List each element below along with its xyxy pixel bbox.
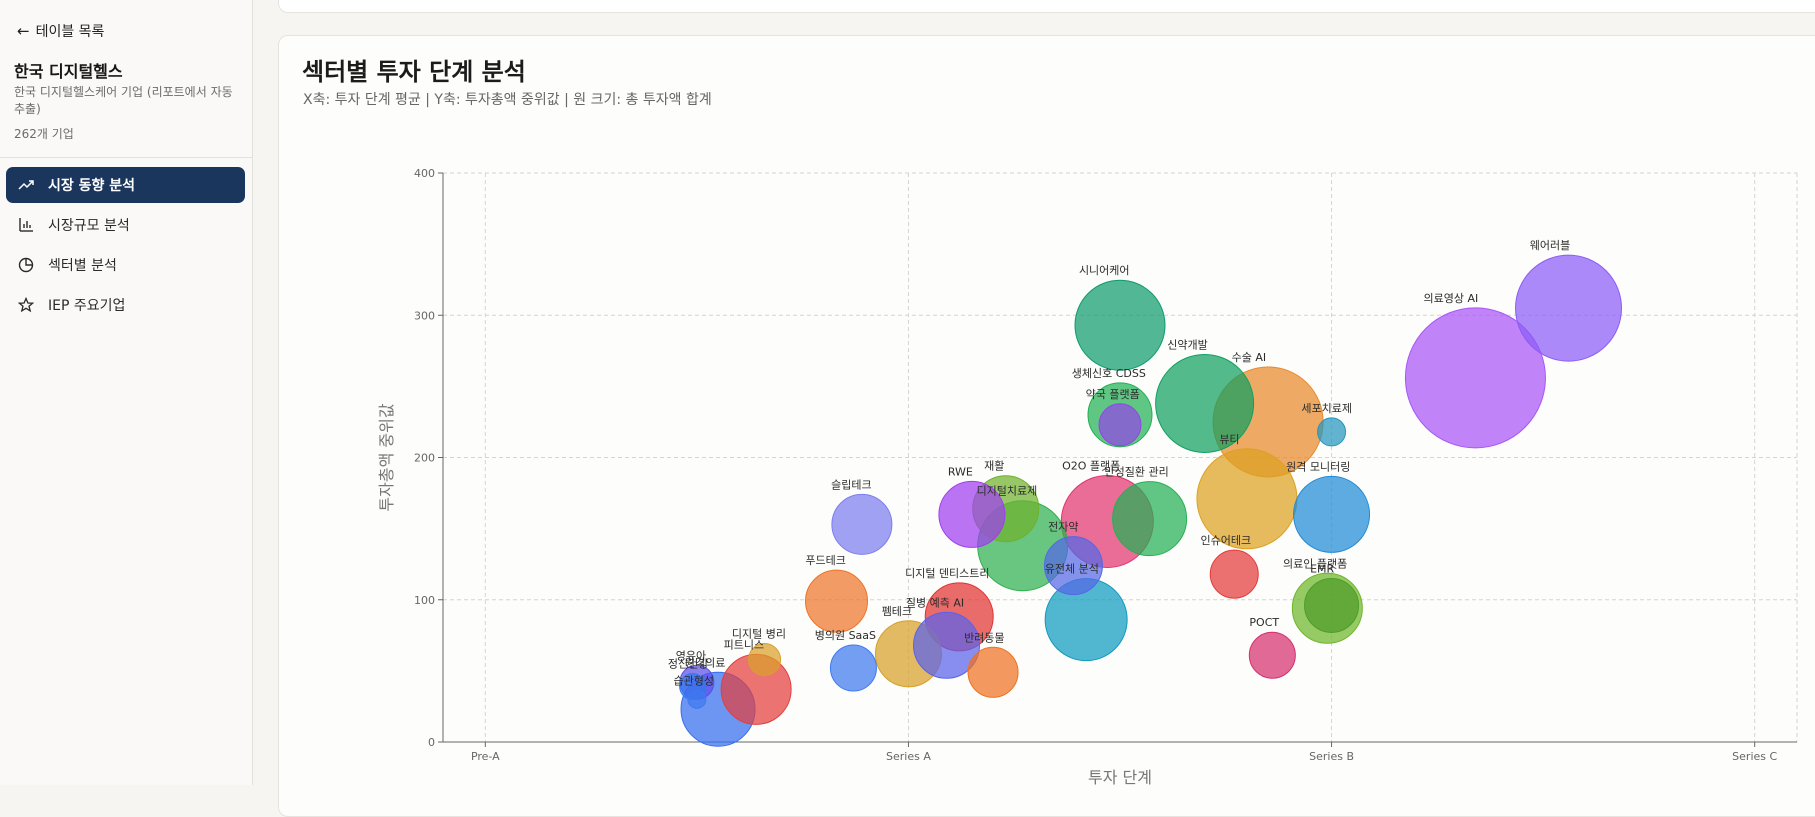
sidebar: ← 테이블 목록 한국 디지털헬스 한국 디지털헬스케어 기업 (리포트에서 자… — [0, 0, 253, 785]
previous-card — [278, 0, 1815, 13]
back-to-table-list-link[interactable]: ← 테이블 목록 — [17, 21, 104, 41]
x-tick-label: Series B — [1309, 750, 1354, 763]
y-tick-label: 300 — [414, 309, 435, 322]
back-link-label: 테이블 목록 — [35, 24, 105, 40]
sidebar-item-iep[interactable]: IEP 주요기업 — [6, 287, 245, 323]
bubble-label: 정신건강 — [668, 658, 708, 671]
bubble — [1248, 631, 1296, 679]
sidebar-item-market-trend[interactable]: 시장 동향 분석 — [6, 167, 245, 203]
bubble-label: 디지털 병리 — [732, 627, 786, 640]
bubble — [913, 611, 981, 679]
bubble-label: 질병 예측 AI — [906, 596, 964, 609]
chart-subtitle: X축: 투자 단계 평균 | Y축: 투자총액 중위값 | 원 크기: 총 투자… — [303, 92, 712, 108]
bubble — [805, 569, 869, 633]
x-axis-title: 투자 단계 — [1088, 768, 1152, 785]
bubble — [1112, 481, 1188, 557]
x-tick-label: Pre-A — [471, 750, 500, 763]
bubble — [1515, 254, 1623, 362]
bubble-label: 슬립테크 — [831, 478, 871, 491]
y-tick-label: 100 — [414, 594, 435, 607]
star-icon — [18, 297, 34, 313]
bubble — [1293, 475, 1371, 553]
bubble — [1074, 279, 1166, 371]
chart-title: 섹터별 투자 단계 분석 — [302, 58, 526, 86]
bubble — [1155, 353, 1255, 453]
bubble-label: 의료인 플랫폼 — [1283, 557, 1347, 570]
bubble-label: 약국 플랫폼 — [1086, 387, 1140, 401]
bubble — [1209, 549, 1259, 599]
bubble-label: 원격 모니터링 — [1286, 460, 1350, 473]
bubble-label: 뷰티 — [1219, 433, 1239, 446]
chart-card — [278, 35, 1815, 817]
sidebar-item-sector[interactable]: 섹터별 분석 — [6, 247, 245, 283]
bubble — [829, 644, 877, 692]
bubble-label: 의료영상 AI — [1424, 292, 1479, 305]
x-tick-label: Series C — [1732, 750, 1777, 763]
bubble-label: 만성질환 관리 — [1105, 466, 1169, 479]
y-tick-label: 200 — [414, 452, 435, 465]
bubble-label: 인슈어테크 — [1201, 534, 1252, 547]
company-count: 262개 기업 — [14, 127, 74, 141]
sidebar-item-label: IEP 주요기업 — [48, 298, 126, 314]
sidebar-divider — [0, 157, 252, 158]
bubble-label: 습관형성 — [673, 674, 713, 687]
bubble — [967, 646, 1019, 698]
bubble-label: 반려동물 — [964, 631, 1004, 644]
bubble-label: O2O 플랫폼 — [1062, 460, 1120, 473]
y-tick-label: 400 — [414, 167, 435, 180]
bubble-chart: 0 100 200 300 400 Pre-A Series A Series B Series… — [377, 167, 1798, 785]
bubble-label: POCT — [1249, 616, 1279, 629]
bubble-label: 병의원 SaaS — [815, 629, 876, 642]
bubble-label: 생체신호 CDSS — [1072, 367, 1146, 380]
sidebar-item-label: 시장 동향 분석 — [48, 178, 136, 194]
bubble-label: 원격의료 — [685, 656, 725, 669]
y-axis-title: 투자총액 중위값 — [377, 403, 396, 511]
x-tick-label: Series A — [886, 750, 931, 763]
y-tick-label: 0 — [428, 736, 435, 749]
bubble-label: 전자약 — [1048, 520, 1078, 534]
bubble-label: 수술 AI — [1232, 351, 1267, 364]
organization-description: 한국 디지털헬스케어 기업 (리포트에서 자동 추출) — [14, 85, 233, 116]
bubble-label: RWE — [948, 465, 973, 478]
bubble-label: 디지털 덴티스트리 — [905, 567, 989, 580]
arrow-left-icon: ← — [17, 22, 30, 40]
pie-chart-icon — [18, 257, 34, 273]
bubble-label: 디지털치료제 — [977, 485, 1038, 498]
trend-up-icon — [18, 180, 34, 190]
sidebar-item-market-size[interactable]: 시장규모 분석 — [6, 207, 245, 243]
bubble-label: 푸드테크 — [805, 554, 845, 567]
bubble-label: 영유아 — [676, 649, 706, 662]
bubble — [1317, 417, 1347, 447]
bubble-label: 신약개발 — [1167, 337, 1207, 351]
organization-name: 한국 디지털헬스 — [14, 62, 123, 81]
bubble-label: 재활 — [984, 459, 1004, 473]
sidebar-item-label: 시장규모 분석 — [48, 218, 130, 234]
bubble — [1404, 307, 1546, 449]
bar-chart-icon — [19, 218, 33, 232]
bubble-label: EMR — [1310, 562, 1334, 575]
bubble-label: 유전체 분석 — [1045, 563, 1099, 576]
bubble — [687, 689, 707, 709]
bubble-label: 펨테크 — [882, 605, 912, 618]
bubble — [831, 493, 893, 555]
bubble — [1098, 403, 1142, 447]
bubble — [748, 642, 782, 676]
bubble-label: 세포치료제 — [1301, 402, 1352, 415]
bubble-label: 웨어러블 — [1530, 239, 1570, 252]
bubble — [938, 480, 1006, 548]
bubble-label: 시니어케어 — [1079, 264, 1130, 277]
bubble-label: 피트니스 — [724, 638, 764, 651]
bubble — [1043, 536, 1103, 596]
bubble — [1304, 577, 1360, 633]
sidebar-nav: 시장 동향 분석 시장규모 분석 섹터별 분석 IEP 주요기업 — [6, 167, 245, 327]
sidebar-item-label: 섹터별 분석 — [48, 258, 117, 274]
